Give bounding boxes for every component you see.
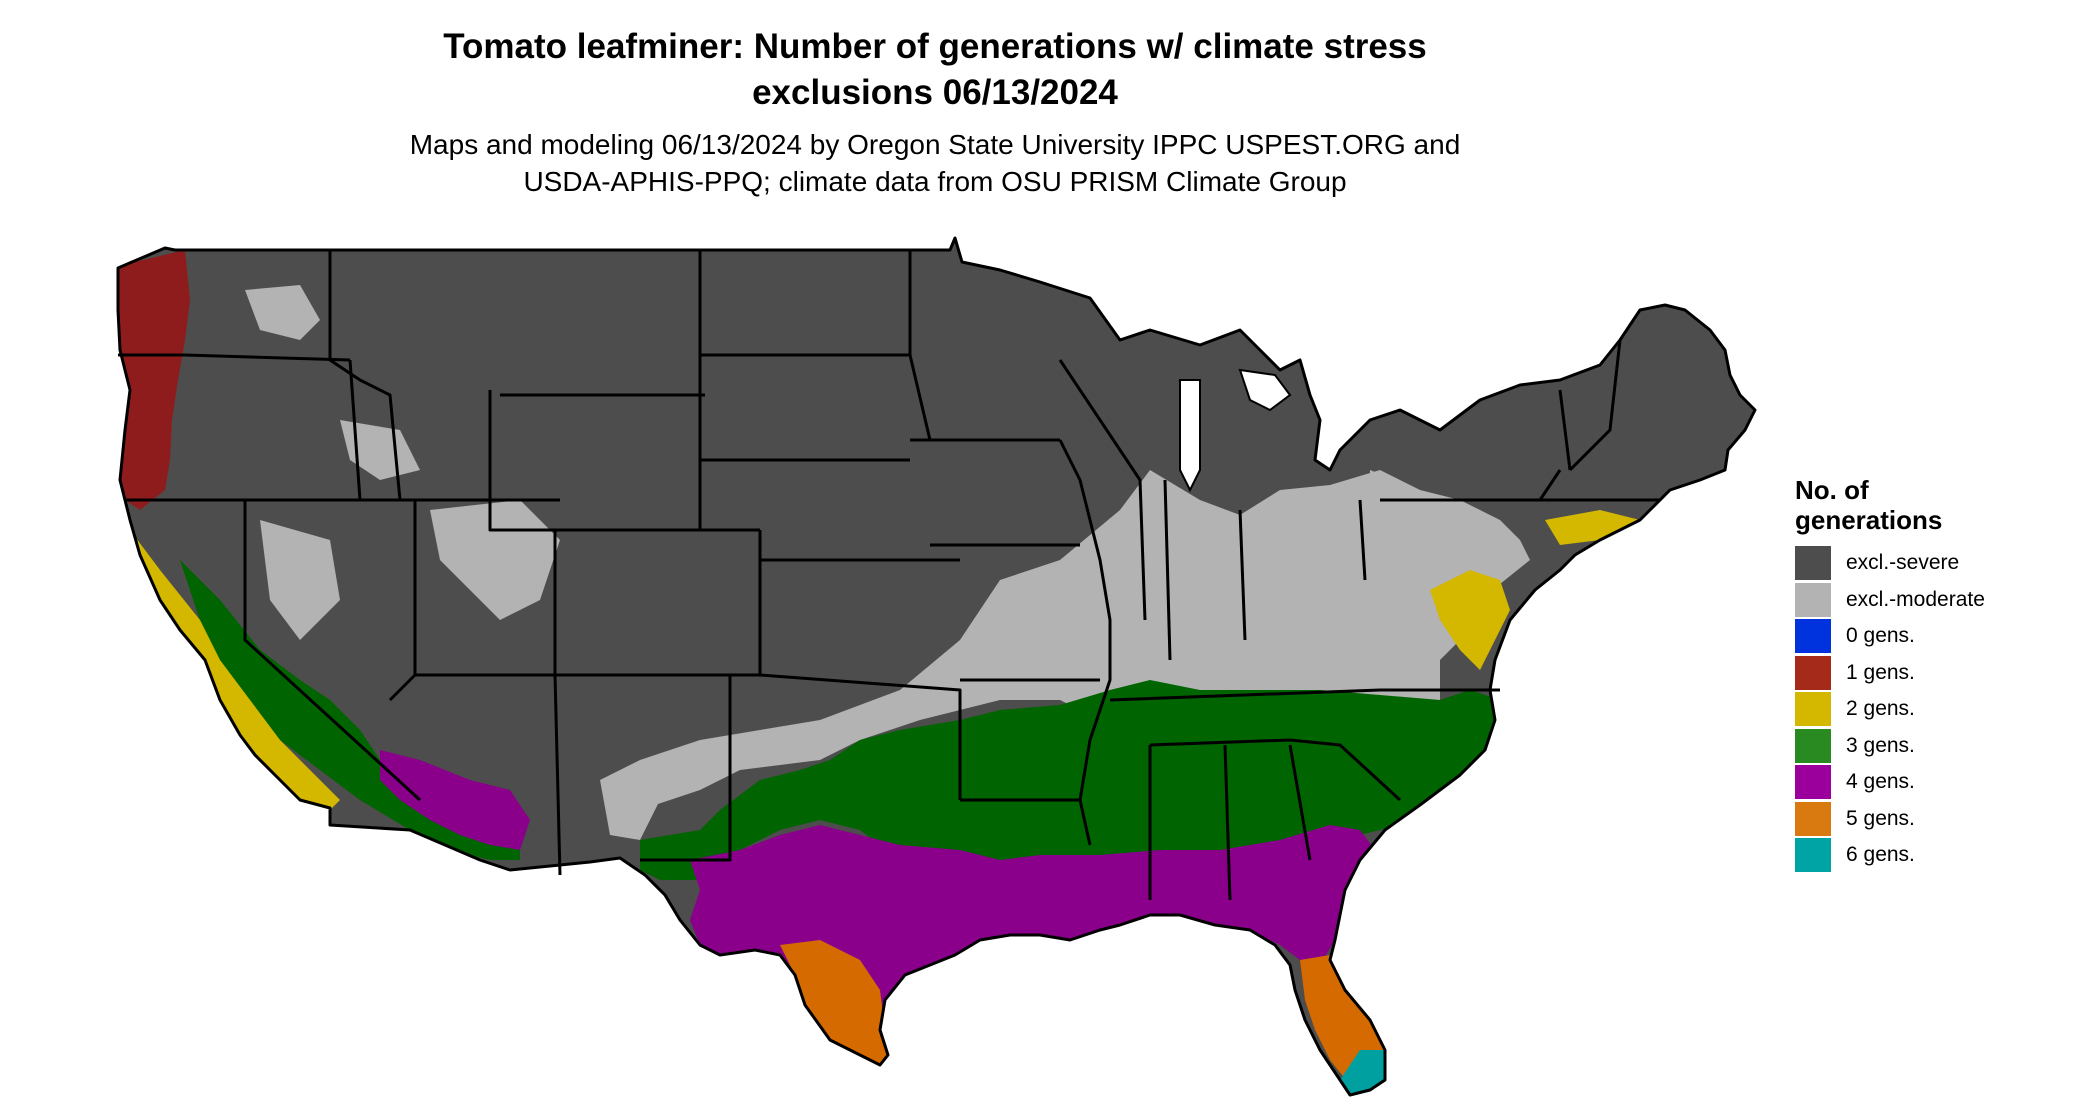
zone-gen3 [640,680,1510,880]
legend-item: 5 gens. [1795,801,2085,838]
legend-label: excl.-moderate [1846,587,1985,611]
legend-label: 5 gens. [1846,806,1915,830]
map-title-line2: exclusions 06/13/2024 [752,73,1118,112]
legend-item: 6 gens. [1795,837,2085,874]
zone-gen5-south-texas [780,940,888,1065]
map-subtitle-line1: Maps and modeling 06/13/2024 by Oregon S… [409,129,1461,160]
state-borders [116,236,1757,1097]
zone-gen4 [690,825,1375,1040]
zone-excl-moderate-southwest [600,760,660,840]
zone-gen2-midatlantic [1430,570,1510,670]
legend-item: 4 gens. [1795,764,2085,801]
zone-gen6-south-florida [1340,1050,1385,1095]
great-lakes [1179,368,1292,493]
legend-swatch [1795,692,1831,727]
legend-swatch [1795,619,1831,654]
legend-title: No. of generations [1795,475,2085,535]
zone-gen1-pacific-northwest [118,250,190,510]
legend-title-line2: generations [1795,505,1943,535]
legend-swatch [1795,728,1831,763]
legend-item: excl.-severe [1795,545,2085,582]
legend-label: excl.-severe [1846,551,1960,575]
legend-item: 0 gens. [1795,618,2085,655]
zone-gen2-nyc [1545,510,1640,545]
map-subtitle: Maps and modeling 06/13/2024 by Oregon S… [0,126,1870,200]
legend-label: 4 gens. [1846,770,1915,794]
map-title: Tomato leafminer: Number of generations … [0,24,1870,116]
legend-items: excl.-severe excl.-moderate 0 gens. 1 gens.… [1795,545,2085,874]
zone-excl-moderate [640,470,1530,810]
legend-title-line1: No. of [1795,475,1869,505]
legend-swatch [1795,801,1831,836]
zone-gen4-arizona [380,750,530,850]
legend-swatch [1795,582,1831,617]
map-subtitle-line2: USDA-APHIS-PPQ; climate data from OSU PR… [523,166,1347,197]
legend-swatch [1795,765,1831,800]
legend-label: 2 gens. [1846,697,1915,721]
legend-label: 3 gens. [1846,733,1915,757]
legend-label: 1 gens. [1846,660,1915,684]
legend-swatch [1795,655,1831,690]
legend-label: 0 gens. [1846,624,1915,648]
legend-label: 6 gens. [1846,843,1915,867]
legend-swatch [1795,838,1831,873]
legend-item: 3 gens. [1795,728,2085,765]
zone-gen2-california [130,530,340,810]
legend-item: 1 gens. [1795,655,2085,692]
map-title-line1: Tomato leafminer: Number of generations … [443,27,1427,66]
zone-excl-moderate-west [245,285,1440,640]
legend: No. of generations excl.-severe excl.-mod… [1795,475,2085,874]
legend-item: excl.-moderate [1795,582,2085,619]
legend-swatch [1795,546,1831,581]
legend-item: 2 gens. [1795,691,2085,728]
